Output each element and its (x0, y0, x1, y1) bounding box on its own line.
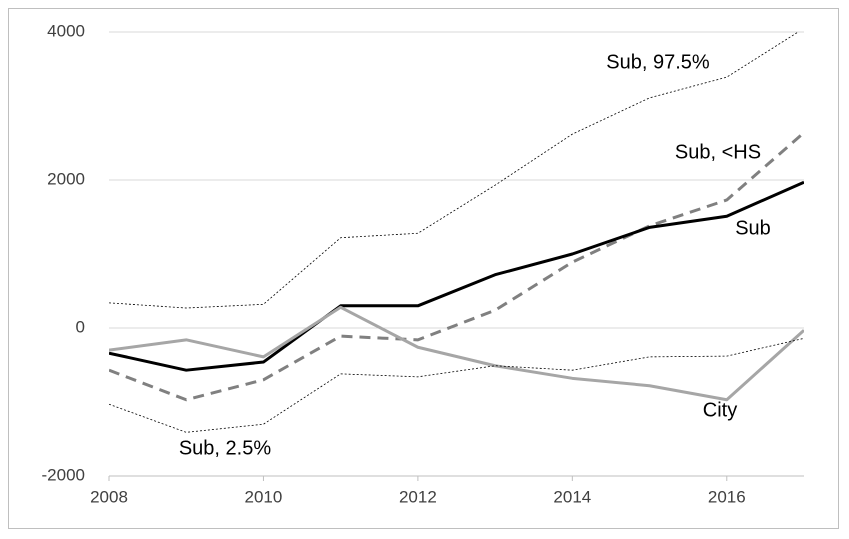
x-tick-label: 2012 (399, 487, 437, 506)
series-label: City (703, 399, 737, 421)
y-tick-label: 2000 (47, 169, 85, 188)
x-tick-label: 2010 (245, 487, 283, 506)
series-line (109, 305, 804, 402)
series-line (109, 180, 804, 372)
series-label: Sub, 2.5% (179, 437, 272, 459)
series-label: Sub, <HS (675, 141, 761, 163)
series-label: Sub, 97.5% (606, 51, 710, 73)
grid (108, 31, 804, 481)
series-label: Sub (735, 217, 771, 239)
y-tick-label: -2000 (42, 465, 85, 484)
series-line (109, 32, 799, 309)
labels: -2000 0 2000 4000 2008 2010 2012 2014 2016 Sub, 9… (42, 21, 771, 506)
chart-frame (8, 8, 839, 529)
x-tick-label: 2008 (90, 487, 128, 506)
x-tick-label: 2014 (553, 487, 591, 506)
y-tick-label: 4000 (47, 21, 85, 40)
y-tick-label: 0 (76, 317, 85, 336)
series-line (109, 337, 804, 433)
series-line (109, 131, 804, 402)
plot-area (109, 32, 804, 433)
x-tick-label: 2016 (708, 487, 746, 506)
